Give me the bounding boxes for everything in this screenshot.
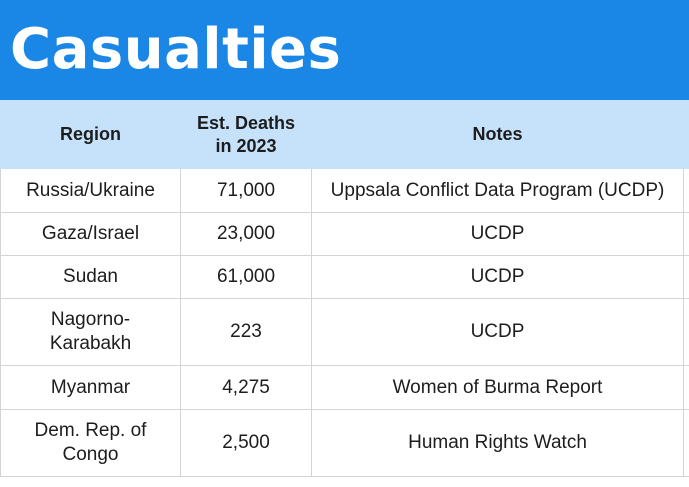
cell-region: Gaza/Israel bbox=[0, 212, 181, 256]
cell-deaths: 4,275 bbox=[180, 365, 312, 410]
cell-extra bbox=[683, 365, 689, 410]
cell-deaths: 223 bbox=[180, 298, 312, 366]
table-row: Sudan 61,000 UCDP bbox=[0, 255, 689, 299]
title-banner: Casualties bbox=[0, 0, 689, 100]
table-row: Gaza/Israel 23,000 UCDP bbox=[0, 212, 689, 256]
region-text: Sudan bbox=[63, 266, 118, 287]
cell-notes: UCDP bbox=[311, 298, 684, 366]
cell-notes: Human Rights Watch bbox=[311, 409, 684, 477]
header-deaths: Est. Deaths in 2023 bbox=[180, 100, 312, 169]
cell-notes: Uppsala Conflict Data Program (UCDP) bbox=[311, 168, 684, 213]
table-row: Russia/Ukraine 71,000 Uppsala Conflict D… bbox=[0, 168, 689, 213]
header-deaths-line2: in 2023 bbox=[215, 135, 277, 156]
header-notes: Notes bbox=[311, 100, 684, 169]
region-text-line2: Karabakh bbox=[49, 333, 132, 354]
header-extra-cell bbox=[683, 100, 689, 169]
region-text-line1: Nagorno- bbox=[50, 309, 131, 330]
cell-region: Russia/Ukraine bbox=[0, 168, 181, 213]
region-text: Gaza/Israel bbox=[41, 223, 140, 244]
table-header-row: Region Est. Deaths in 2023 Notes bbox=[0, 100, 689, 169]
cell-deaths: 71,000 bbox=[180, 168, 312, 213]
cell-notes: UCDP bbox=[311, 212, 684, 256]
cell-notes: Women of Burma Report bbox=[311, 365, 684, 410]
cell-extra bbox=[683, 168, 689, 213]
cell-deaths: 61,000 bbox=[180, 255, 312, 299]
page-title: Casualties bbox=[10, 17, 342, 82]
region-text: Myanmar bbox=[50, 376, 131, 398]
cell-extra bbox=[683, 212, 689, 256]
region-text-line1: Dem. Rep. of bbox=[34, 420, 147, 441]
region-text-line2: Congo bbox=[62, 444, 119, 465]
cell-deaths: 2,500 bbox=[180, 409, 312, 477]
table-row: Myanmar 4,275 Women of Burma Report bbox=[0, 365, 689, 410]
cell-region: Dem. Rep. of Congo bbox=[0, 409, 181, 477]
cell-extra bbox=[683, 255, 689, 299]
header-region: Region bbox=[0, 100, 181, 169]
header-deaths-line1: Est. Deaths bbox=[196, 112, 296, 133]
cell-notes: UCDP bbox=[311, 255, 684, 299]
cell-extra bbox=[683, 409, 689, 477]
cell-region: Sudan bbox=[0, 255, 181, 299]
region-text: Russia/Ukraine bbox=[26, 179, 155, 201]
cell-extra bbox=[683, 298, 689, 366]
casualties-table: Region Est. Deaths in 2023 Notes Russia/… bbox=[0, 100, 689, 477]
cell-region: Nagorno- Karabakh bbox=[0, 298, 181, 366]
cell-region: Myanmar bbox=[0, 365, 181, 410]
cell-deaths: 23,000 bbox=[180, 212, 312, 256]
table-row: Dem. Rep. of Congo 2,500 Human Rights Wa… bbox=[0, 409, 689, 477]
table-row: Nagorno- Karabakh 223 UCDP bbox=[0, 298, 689, 366]
